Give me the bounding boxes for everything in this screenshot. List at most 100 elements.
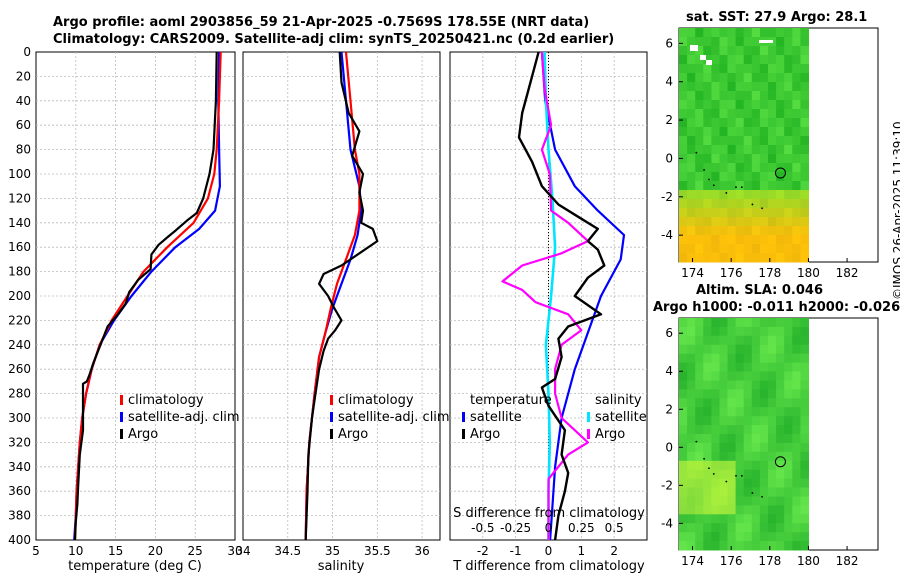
map-cell bbox=[687, 64, 696, 74]
map-cell bbox=[751, 199, 761, 209]
map-cell bbox=[792, 91, 801, 101]
map-cell bbox=[759, 371, 769, 381]
map-cell bbox=[727, 127, 737, 137]
map-cell bbox=[719, 460, 729, 471]
map-cell bbox=[695, 226, 704, 236]
cloud-gap-3 bbox=[759, 40, 773, 43]
map-cell bbox=[735, 326, 745, 337]
map-cell bbox=[695, 505, 704, 515]
map-cell bbox=[679, 28, 688, 38]
map-cell bbox=[800, 478, 809, 488]
map-cell bbox=[727, 380, 737, 390]
map-cell bbox=[703, 469, 712, 480]
map-cell bbox=[695, 434, 704, 444]
map-cell bbox=[687, 244, 696, 254]
xtick-label-difference-1: -1 bbox=[510, 544, 522, 558]
map-xtick-sla_map-0: 174 bbox=[681, 554, 704, 568]
map-cell bbox=[695, 109, 704, 119]
map-cell bbox=[703, 235, 712, 245]
map-cell bbox=[776, 344, 785, 355]
map-cell bbox=[759, 154, 769, 164]
map-cell bbox=[800, 190, 809, 200]
map-cell bbox=[711, 235, 720, 245]
map-ytick-sla_map-0: 6 bbox=[665, 326, 673, 340]
map-cell bbox=[679, 478, 688, 488]
map-cell bbox=[703, 163, 712, 173]
ytick-label-40: 40 bbox=[16, 94, 31, 108]
map-cell bbox=[687, 425, 696, 435]
map-cell bbox=[687, 37, 696, 47]
map-cell bbox=[679, 226, 688, 236]
map-cell bbox=[768, 460, 777, 471]
map-ytick-sst_map-1: 4 bbox=[665, 75, 673, 89]
map-xtick-sla_map-1: 176 bbox=[720, 554, 743, 568]
map-cell bbox=[768, 371, 777, 381]
map-cell bbox=[703, 253, 712, 263]
xtick-label-salinity-3: 35.5 bbox=[364, 544, 391, 558]
map-cell bbox=[800, 389, 809, 399]
map-cell bbox=[800, 37, 809, 47]
map-cell bbox=[703, 442, 712, 453]
map-cell bbox=[759, 181, 769, 191]
map-cell bbox=[711, 127, 720, 137]
map-cell bbox=[687, 82, 696, 92]
map-cell bbox=[687, 73, 696, 83]
map-cell bbox=[743, 64, 753, 74]
map-cell bbox=[719, 235, 729, 245]
map-cell bbox=[784, 244, 793, 254]
map-cell bbox=[743, 442, 753, 453]
map-cell bbox=[776, 208, 785, 218]
map-cell bbox=[759, 496, 769, 506]
map-cell bbox=[743, 318, 753, 328]
map-cell bbox=[719, 217, 729, 227]
map-cell bbox=[711, 496, 720, 506]
map-cell bbox=[792, 190, 801, 200]
map-cell bbox=[727, 136, 737, 146]
map-cell bbox=[792, 514, 801, 524]
map-cell bbox=[687, 190, 696, 200]
map-cell bbox=[719, 91, 729, 101]
map-cell bbox=[800, 451, 809, 462]
map-cell bbox=[711, 487, 720, 497]
map-cell bbox=[735, 163, 745, 173]
map-cell bbox=[719, 505, 729, 515]
map-cell bbox=[768, 226, 777, 236]
map-cell bbox=[768, 28, 777, 38]
map-cell bbox=[735, 353, 745, 364]
map-cell bbox=[711, 55, 720, 65]
xtick2-label-3: 0.25 bbox=[568, 521, 595, 535]
map-ytick-sst_map-5: -4 bbox=[661, 228, 673, 242]
map-cell bbox=[751, 416, 761, 426]
ytick-label-20: 20 bbox=[16, 69, 31, 83]
map-cell bbox=[695, 127, 704, 137]
map-cell bbox=[711, 318, 720, 328]
map-cell bbox=[768, 208, 777, 218]
map-cell bbox=[735, 344, 745, 355]
map-cell bbox=[679, 326, 688, 337]
map-cell bbox=[727, 73, 737, 83]
map-cell bbox=[703, 478, 712, 488]
map-cell bbox=[792, 451, 801, 462]
map-cell bbox=[800, 469, 809, 480]
map-cell bbox=[711, 199, 720, 209]
ytick-label-260: 260 bbox=[8, 362, 31, 376]
map-cell bbox=[768, 496, 777, 506]
map-cell bbox=[768, 64, 777, 74]
map-cell bbox=[719, 145, 729, 155]
map-cell bbox=[784, 190, 793, 200]
map-cell bbox=[703, 505, 712, 515]
map-cell bbox=[727, 55, 737, 65]
map-cell bbox=[711, 514, 720, 524]
ytick-label-120: 120 bbox=[8, 191, 31, 205]
map-cell bbox=[792, 460, 801, 471]
map-cell bbox=[784, 136, 793, 146]
map-cell bbox=[800, 217, 809, 227]
xlabel-sdiff: S difference from climatology bbox=[453, 506, 645, 521]
map-cell bbox=[679, 380, 688, 390]
sla-map-title-line1: Altim. SLA: 0.046 bbox=[696, 283, 823, 298]
map-cell bbox=[800, 505, 809, 515]
map-cell bbox=[711, 425, 720, 435]
map-cell bbox=[695, 46, 704, 56]
map-cell bbox=[695, 217, 704, 227]
map-cell bbox=[743, 416, 753, 426]
